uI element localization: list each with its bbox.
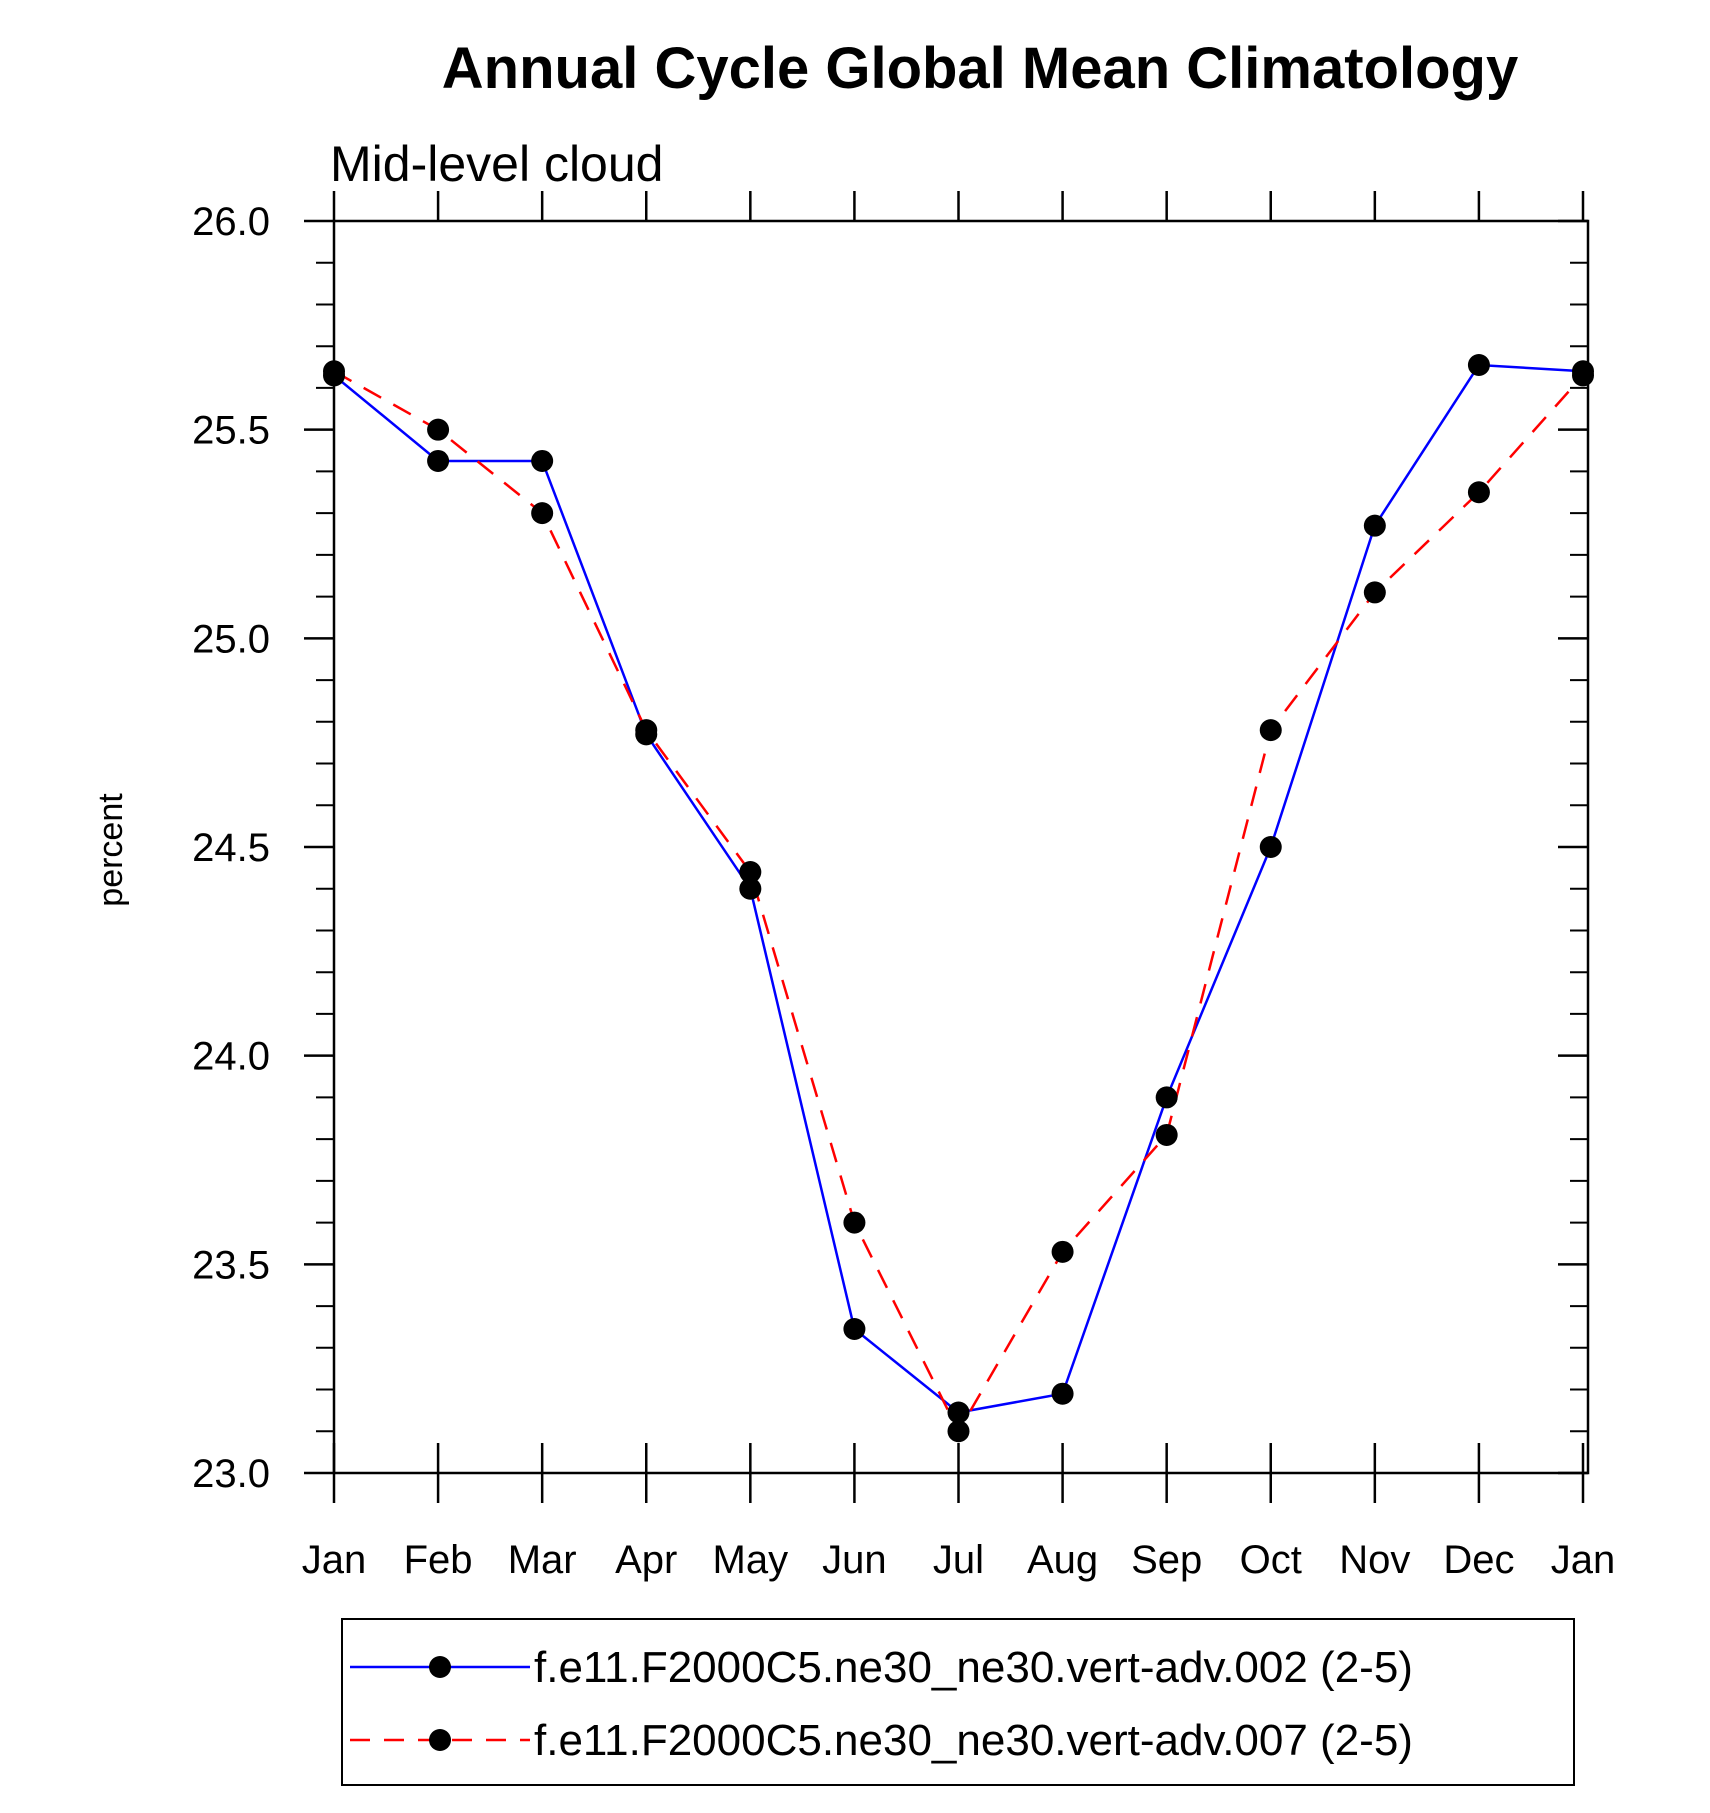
x-tick-label: Jan: [1551, 1538, 1616, 1582]
series-2-point: [1259, 719, 1282, 742]
y-tick-labels: 23.0 23.5 24.0 24.5 25.0 25.5 26.0: [192, 200, 270, 1496]
y-tick-label: 24.0: [192, 1035, 270, 1079]
series-1-point: [947, 1401, 970, 1424]
series-1-point: [1155, 1086, 1178, 1109]
series-line-2: [333, 370, 1584, 1434]
series-2-point: [323, 360, 345, 383]
series-2-point: [843, 1211, 866, 1234]
y-tick-label: 23.0: [192, 1452, 270, 1496]
x-tick-label: Nov: [1339, 1538, 1410, 1582]
y-tick-label: 26.0: [192, 200, 270, 244]
x-tick-label: May: [713, 1538, 789, 1582]
legend-label-2: f.e11.F2000C5.ne30_ne30.vert-adv.007 (2-…: [534, 1716, 1413, 1765]
x-tick-label: Feb: [404, 1538, 473, 1582]
legend: f.e11.F2000C5.ne30_ne30.vert-adv.002 (2-…: [350, 1643, 1413, 1765]
y-tick-label: 25.0: [192, 617, 270, 661]
x-tick-label: Sep: [1131, 1538, 1202, 1582]
axis-ticks: [304, 191, 1588, 1503]
series-1-point: [843, 1318, 866, 1341]
series-1-point: [739, 877, 762, 900]
series-2-point: [1572, 364, 1594, 387]
series-2-point: [1155, 1123, 1178, 1146]
series-line-1: [333, 363, 1584, 1414]
x-tick-label: Aug: [1027, 1538, 1098, 1582]
y-tick-label: 23.5: [192, 1243, 270, 1287]
series-1-point: [1259, 836, 1282, 858]
chart-title: Annual Cycle Global Mean Climatology: [442, 36, 1518, 101]
legend-marker-2: [429, 1729, 451, 1751]
x-tick-labels: Jan Feb Mar Apr May Jun Jul Aug Sep Oct Nov Dec Jan: [302, 1538, 1616, 1582]
series-1-point: [1467, 353, 1490, 376]
series-1-point: [1051, 1382, 1074, 1405]
series-1-point: [531, 449, 554, 472]
series-2-point: [427, 418, 450, 441]
series-2-point: [739, 861, 762, 884]
legend-marker-1: [429, 1656, 451, 1678]
series-1-point: [1363, 514, 1386, 537]
series-2-point: [531, 502, 554, 525]
x-tick-label: Apr: [615, 1538, 677, 1582]
series-2-point: [635, 719, 658, 742]
y-tick-label: 24.5: [192, 826, 270, 870]
plot-frame: [332, 219, 1590, 1475]
x-tick-label: Dec: [1443, 1538, 1514, 1582]
y-axis-label: percent: [92, 793, 130, 907]
x-tick-label: Jul: [933, 1538, 984, 1582]
y-tick-label: 25.5: [192, 409, 270, 453]
chart-subtitle: Mid-level cloud: [330, 136, 663, 192]
series-2-point: [1363, 581, 1386, 604]
series-2-point: [947, 1420, 970, 1443]
x-tick-label: Mar: [508, 1538, 577, 1582]
legend-label-1: f.e11.F2000C5.ne30_ne30.vert-adv.002 (2-…: [534, 1643, 1413, 1692]
x-tick-label: Jun: [822, 1538, 887, 1582]
x-tick-label: Jan: [302, 1538, 367, 1582]
series-layer: [323, 353, 1594, 1443]
legend-box: [341, 1618, 1575, 1786]
x-tick-label: Oct: [1240, 1538, 1302, 1582]
series-2-point: [1467, 481, 1490, 504]
series-2-point: [1051, 1240, 1074, 1263]
series-1-point: [427, 449, 450, 472]
